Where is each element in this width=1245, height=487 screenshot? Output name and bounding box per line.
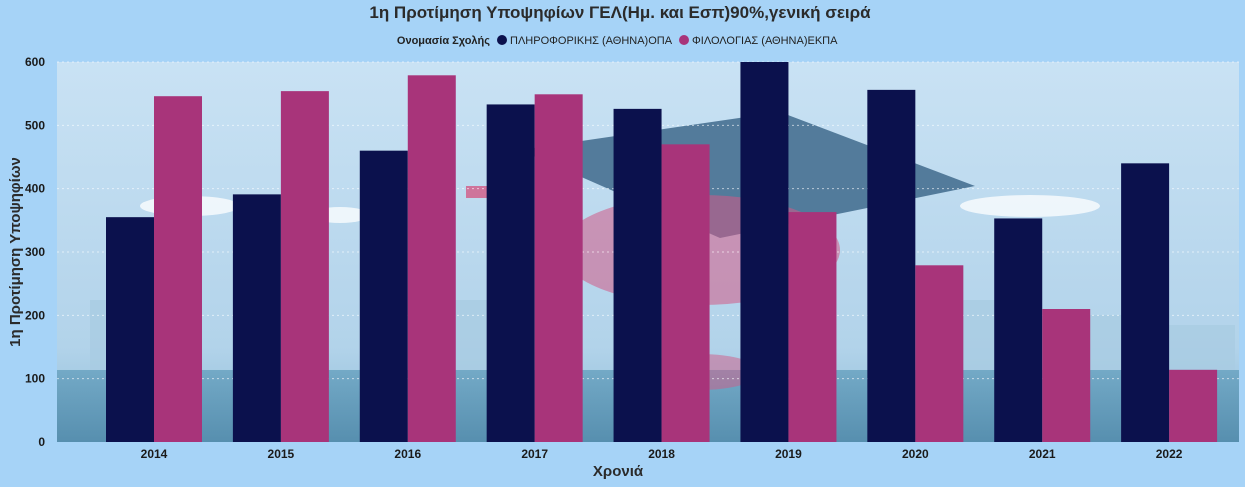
bar-series2-2021[interactable]: [1042, 309, 1091, 442]
bar-series2-2018[interactable]: [661, 144, 710, 443]
x-axis-ticks: 2014 2015 2016 2017 2018 2019 2020 2021 2022: [141, 447, 1183, 461]
x-tick-label: 2018: [648, 447, 675, 461]
bar-series2-2015[interactable]: [280, 91, 329, 442]
bar-series2-2019[interactable]: [788, 212, 837, 442]
y-axis-label: 1η Προτίμηση Υποψηφίων: [7, 157, 24, 347]
bar-series1-2016[interactable]: [359, 150, 408, 442]
y-tick-label: 100: [25, 372, 45, 386]
bar-series2-2017[interactable]: [534, 94, 583, 443]
bar-series1-2019[interactable]: [740, 62, 789, 442]
x-tick-label: 2017: [521, 447, 548, 461]
bar-series2-2022[interactable]: [1169, 369, 1218, 442]
bar-series1-2017[interactable]: [486, 104, 535, 442]
y-tick-label: 600: [25, 55, 45, 69]
bar-series1-2022[interactable]: [1121, 163, 1170, 443]
legend-marker-0: [497, 35, 507, 45]
bar-series2-2014[interactable]: [154, 96, 202, 442]
x-tick-label: 2021: [1029, 447, 1056, 461]
y-tick-label: 500: [25, 118, 45, 132]
x-tick-label: 2019: [775, 447, 802, 461]
x-tick-label: 2016: [394, 447, 421, 461]
x-tick-label: 2020: [902, 447, 929, 461]
legend-label-0: ΠΛΗΡΟΦΟΡΙΚΗΣ (ΑΘΗΝΑ)ΟΠΑ: [510, 35, 673, 47]
y-tick-label: 0: [38, 435, 45, 449]
bars: [106, 62, 1218, 443]
chart-title: 1η Προτίμηση Υποψηφίων ΓΕΛ(Ημ. και Εσπ)9…: [369, 3, 871, 22]
x-tick-label: 2015: [268, 447, 295, 461]
x-tick-label: 2022: [1156, 447, 1183, 461]
legend-title: Ονομασία Σχολής: [397, 35, 490, 47]
x-axis-label: Χρονιά: [593, 463, 644, 480]
y-tick-label: 400: [25, 182, 45, 196]
y-tick-label: 200: [25, 308, 45, 322]
legend-marker-1: [679, 35, 689, 45]
bar-series1-2014[interactable]: [106, 217, 154, 442]
bar-series1-2015[interactable]: [232, 194, 281, 442]
bar-series1-2020[interactable]: [867, 89, 916, 442]
y-tick-label: 300: [25, 245, 45, 259]
legend-label-1: ΦΙΛΟΛΟΓΙΑΣ (ΑΘΗΝΑ)ΕΚΠΑ: [692, 35, 838, 47]
bar-series1-2021[interactable]: [994, 218, 1043, 442]
y-axis-ticks: 0 100 200 300 400 500 600: [25, 55, 45, 449]
x-tick-label: 2014: [141, 447, 168, 461]
bar-series2-2016[interactable]: [407, 75, 456, 443]
bar-series2-2020[interactable]: [915, 265, 964, 442]
bar-series1-2018[interactable]: [613, 108, 662, 442]
